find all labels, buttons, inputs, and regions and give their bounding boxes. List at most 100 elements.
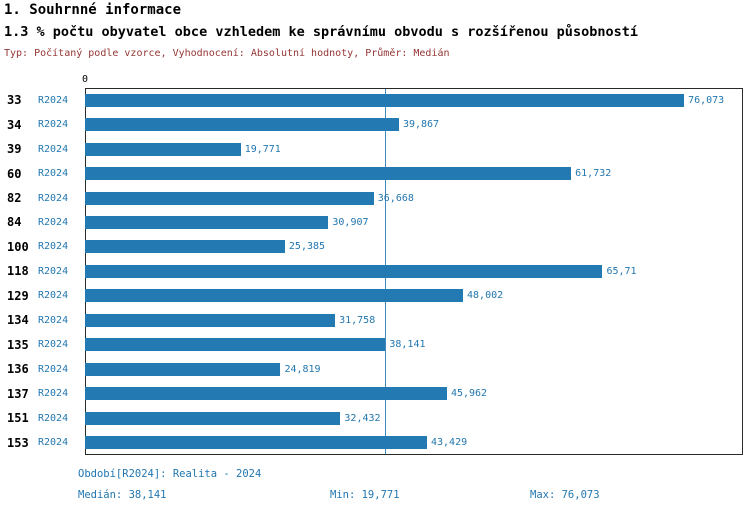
report-section-title: 1. Souhrnné informace bbox=[4, 2, 182, 18]
table-row: 135 R2024 38,141 bbox=[0, 333, 744, 357]
table-row: 100 R2024 25,385 bbox=[0, 235, 744, 259]
bar bbox=[85, 93, 685, 107]
bar bbox=[85, 142, 241, 156]
row-category-label: 100 bbox=[7, 239, 29, 254]
table-row: 129 R2024 48,002 bbox=[0, 284, 744, 308]
bar-area: 24,819 bbox=[85, 357, 744, 381]
bar bbox=[85, 387, 447, 401]
table-row: 153 R2024 43,429 bbox=[0, 430, 744, 454]
bar bbox=[85, 338, 386, 352]
row-period-label: R2024 bbox=[38, 241, 69, 253]
bar-value-label: 24,819 bbox=[284, 363, 321, 375]
row-period-label: R2024 bbox=[38, 94, 69, 106]
table-row: 118 R2024 65,71 bbox=[0, 259, 744, 283]
indicator-meta: Typ: Počítaný podle vzorce, Vyhodnocení:… bbox=[4, 48, 450, 59]
bar bbox=[85, 313, 336, 327]
bar-area: 65,71 bbox=[85, 259, 744, 283]
table-row: 60 R2024 61,732 bbox=[0, 161, 744, 185]
bar-value-label: 76,073 bbox=[688, 94, 725, 106]
bar-area: 48,002 bbox=[85, 284, 744, 308]
table-row: 134 R2024 31,758 bbox=[0, 308, 744, 332]
x-axis-origin-label: 0 bbox=[82, 74, 89, 85]
bar-value-label: 25,385 bbox=[288, 241, 326, 253]
bar-area: 32,432 bbox=[85, 406, 744, 430]
bar-area: 31,758 bbox=[85, 308, 744, 332]
stat-max: Max: 76,073 bbox=[530, 489, 600, 501]
bar-area: 30,907 bbox=[85, 210, 744, 234]
table-row: 136 R2024 24,819 bbox=[0, 357, 744, 381]
period-label: Období[R2024]: Realita - 2024 bbox=[78, 468, 262, 480]
row-category-label: 135 bbox=[7, 337, 29, 352]
bar bbox=[85, 240, 285, 254]
table-row: 82 R2024 36,668 bbox=[0, 186, 744, 210]
bar-area: 38,141 bbox=[85, 333, 744, 357]
row-category-label: 118 bbox=[7, 264, 29, 279]
bar-area: 19,771 bbox=[85, 137, 744, 161]
row-category-label: 137 bbox=[7, 386, 29, 401]
row-category-label: 60 bbox=[7, 166, 22, 181]
row-category-label: 82 bbox=[7, 191, 22, 206]
bar bbox=[85, 362, 281, 376]
bar-value-label: 19,771 bbox=[244, 143, 281, 155]
row-period-label: R2024 bbox=[38, 412, 69, 424]
row-period-label: R2024 bbox=[38, 168, 69, 180]
bar-value-label: 38,141 bbox=[389, 339, 426, 351]
bar-area: 61,732 bbox=[85, 161, 744, 185]
row-category-label: 39 bbox=[7, 142, 22, 157]
row-period-label: R2024 bbox=[38, 216, 69, 228]
row-category-label: 84 bbox=[7, 215, 22, 230]
row-period-label: R2024 bbox=[38, 314, 69, 326]
row-period-label: R2024 bbox=[38, 363, 69, 375]
row-category-label: 136 bbox=[7, 362, 29, 377]
bar-value-label: 36,668 bbox=[377, 192, 414, 204]
row-period-label: R2024 bbox=[38, 143, 69, 155]
bar-value-label: 32,432 bbox=[344, 412, 381, 424]
row-period-label: R2024 bbox=[38, 388, 69, 400]
bar bbox=[85, 191, 374, 205]
bar-value-label: 45,962 bbox=[450, 388, 488, 400]
bar-value-label: 31,758 bbox=[339, 314, 376, 326]
bar bbox=[85, 289, 464, 303]
row-category-label: 153 bbox=[7, 435, 29, 450]
table-row: 33 R2024 76,073 bbox=[0, 88, 744, 112]
row-period-label: R2024 bbox=[38, 265, 69, 277]
bar bbox=[85, 118, 399, 132]
bar-area: 45,962 bbox=[85, 381, 744, 405]
bar bbox=[85, 167, 572, 181]
bar-value-label: 48,002 bbox=[467, 290, 504, 302]
row-category-label: 151 bbox=[7, 411, 29, 426]
bar-value-label: 61,732 bbox=[575, 168, 612, 180]
row-category-label: 34 bbox=[7, 117, 22, 132]
row-period-label: R2024 bbox=[38, 339, 69, 351]
table-row: 151 R2024 32,432 bbox=[0, 406, 744, 430]
bar-rows: 33 R2024 76,073 34 R2024 39,867 39 R2024 19,771 6… bbox=[0, 88, 744, 455]
row-period-label: R2024 bbox=[38, 290, 69, 302]
stat-median: Medián: 38,141 bbox=[78, 489, 167, 501]
indicator-title: 1.3 % počtu obyvatel obce vzhledem ke sp… bbox=[4, 24, 638, 40]
row-category-label: 33 bbox=[7, 93, 22, 108]
bar-value-label: 30,907 bbox=[332, 216, 369, 228]
row-category-label: 129 bbox=[7, 288, 29, 303]
bar bbox=[85, 436, 427, 450]
bar-value-label: 43,429 bbox=[431, 437, 468, 449]
row-period-label: R2024 bbox=[38, 192, 69, 204]
bar-value-label: 39,867 bbox=[402, 119, 440, 131]
table-row: 137 R2024 45,962 bbox=[0, 381, 744, 405]
bar-value-label: 65,71 bbox=[606, 265, 637, 277]
table-row: 39 R2024 19,771 bbox=[0, 137, 744, 161]
row-period-label: R2024 bbox=[38, 437, 69, 449]
bar bbox=[85, 264, 603, 278]
bar bbox=[85, 411, 341, 425]
table-row: 84 R2024 30,907 bbox=[0, 210, 744, 234]
stat-min: Min: 19,771 bbox=[330, 489, 400, 501]
bar-area: 39,867 bbox=[85, 112, 744, 136]
bar-area: 76,073 bbox=[85, 88, 744, 112]
bar-area: 25,385 bbox=[85, 235, 744, 259]
row-period-label: R2024 bbox=[38, 119, 69, 131]
bar bbox=[85, 215, 329, 229]
bar-area: 36,668 bbox=[85, 186, 744, 210]
row-category-label: 134 bbox=[7, 313, 29, 328]
bar-area: 43,429 bbox=[85, 430, 744, 454]
table-row: 34 R2024 39,867 bbox=[0, 112, 744, 136]
